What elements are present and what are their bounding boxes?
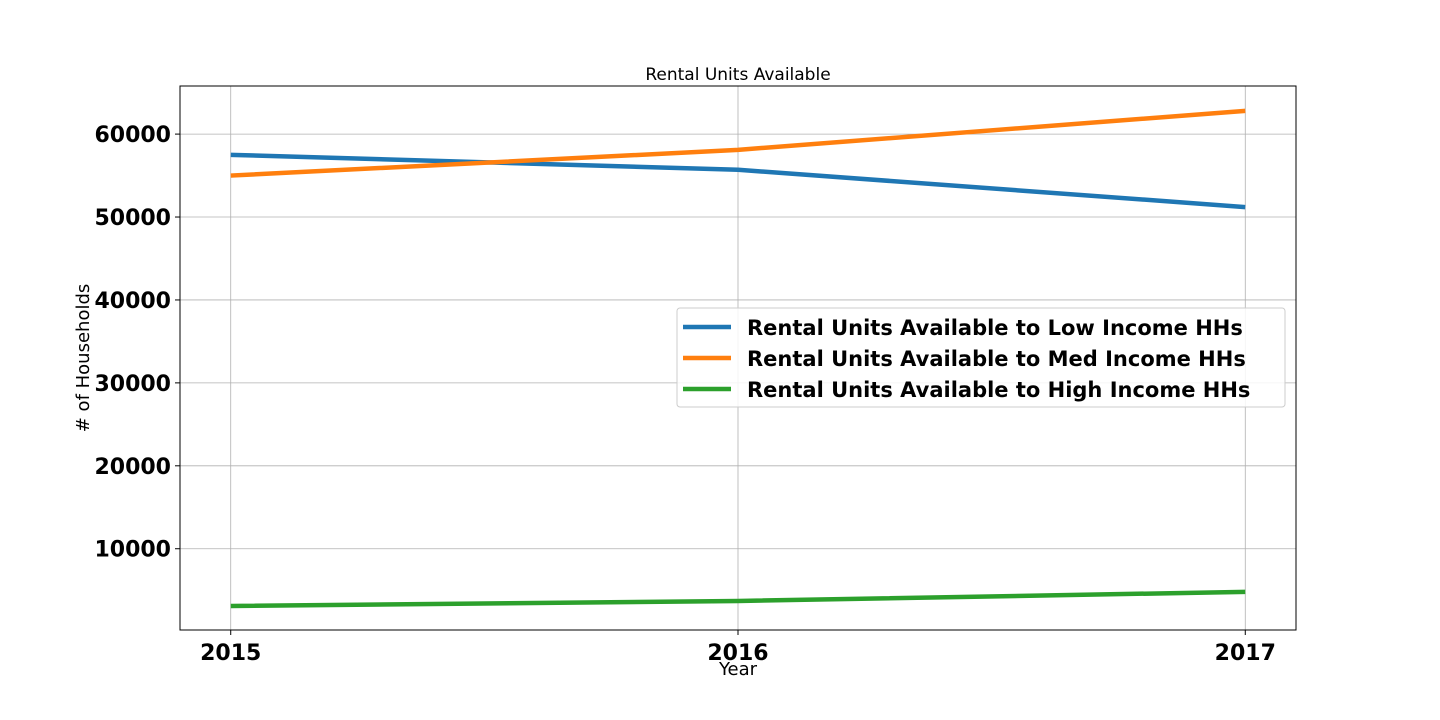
legend-label-3: Rental Units Available to High Income HH…: [747, 378, 1250, 402]
legend-label-1: Rental Units Available to Low Income HHs: [747, 316, 1243, 340]
chart-title: Rental Units Available: [645, 65, 830, 85]
legend: Rental Units Available to Low Income HHs…: [676, 307, 1286, 408]
y-tick-label: 60000: [94, 123, 171, 148]
y-axis-title: # of Households: [73, 284, 94, 433]
y-tick-label: 20000: [94, 455, 171, 480]
x-tick-label: 2015: [200, 641, 261, 666]
legend-label-2: Rental Units Available to Med Income HHs: [747, 347, 1246, 371]
series-layer: [230, 108, 1246, 609]
series-line-2: [230, 108, 1246, 178]
x-tick-label: 2016: [707, 641, 768, 666]
x-axis-title: Year: [718, 659, 758, 680]
y-tick-label: 10000: [94, 538, 171, 563]
tick-layer: 2015 2016 2017 10000 20000 30000 40000 50000 600…: [94, 123, 1275, 666]
y-tick-label: 50000: [94, 206, 171, 231]
x-tick-label: 2017: [1215, 641, 1276, 666]
series-line-1: [230, 152, 1246, 210]
legend-box: [676, 307, 1286, 408]
series-line-3: [230, 589, 1246, 609]
y-tick-label: 30000: [94, 372, 171, 397]
y-tick-label: 40000: [94, 289, 171, 314]
